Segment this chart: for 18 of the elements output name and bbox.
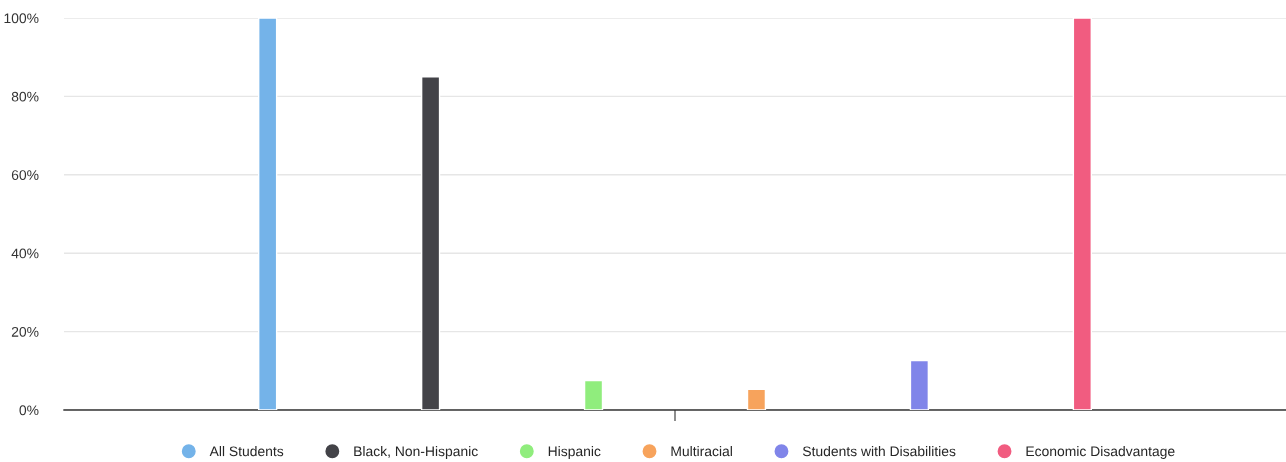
legend-label: Black, Non-Hispanic <box>354 446 478 459</box>
y-tick-label: 100% <box>4 13 39 24</box>
y-tick-label: 40% <box>11 248 39 259</box>
legend-label: Multiracial <box>671 446 732 457</box>
y-tick-label: 20% <box>11 326 39 337</box>
y-tick-label: 60% <box>11 170 39 180</box>
legend-label: Students with Disabilities <box>802 446 956 457</box>
bar <box>420 76 441 410</box>
bar <box>746 388 767 410</box>
y-tick-label: 0% <box>19 405 39 416</box>
bar <box>1072 18 1092 410</box>
legend-label: Hispanic <box>548 446 601 459</box>
bar <box>258 18 278 410</box>
bar <box>909 359 930 410</box>
y-tick-label: 80% <box>11 91 39 102</box>
bar <box>583 379 604 410</box>
legend-label: Economic Disadvantage <box>1026 446 1175 459</box>
legend-label: All Students <box>209 446 284 457</box>
